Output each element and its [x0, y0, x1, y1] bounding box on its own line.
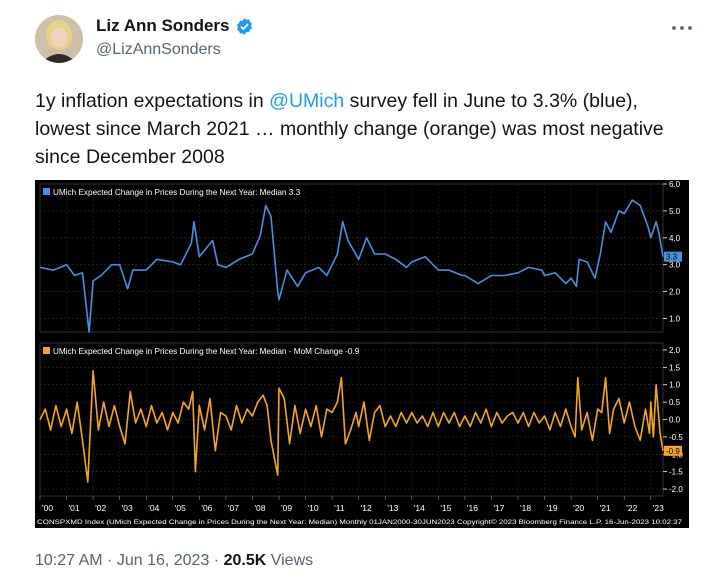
- y-tick-label: 4.0: [669, 234, 681, 243]
- y-tick-label: 0.0: [669, 416, 681, 425]
- legend-label-orange: UMich Expected Change in Prices During t…: [53, 347, 360, 356]
- last-value-badge-blue: [664, 251, 682, 262]
- x-tick-label: '07: [228, 503, 239, 513]
- y-tick-label: 5.0: [669, 207, 681, 216]
- legend-swatch-orange: [43, 347, 50, 354]
- x-tick-label: '14: [414, 503, 425, 513]
- x-tick-label: '09: [281, 503, 292, 513]
- last-value-badge-orange: [664, 445, 682, 456]
- avatar[interactable]: [35, 15, 83, 63]
- chart-image[interactable]: 6.0 5.0 4.0 3.0 2.0 1.0 UMich Expected Change …: [35, 180, 689, 528]
- tweet-date[interactable]: Jun 16, 2023: [116, 552, 210, 569]
- x-tick-label: '01: [69, 503, 80, 513]
- x-tick-label: '02: [95, 503, 106, 513]
- y-tick-label: -2.0: [669, 485, 683, 494]
- chart-footer-text: CONSPXMD Index (UMich Expected Change in…: [37, 518, 682, 526]
- x-tick-label: '10: [308, 503, 319, 513]
- meta-separator: ·: [209, 552, 224, 569]
- x-tick-label: '18: [520, 503, 531, 513]
- x-tick-label: '23: [653, 503, 664, 513]
- y-tick-label: 1.0: [669, 315, 681, 324]
- x-tick-label: '21: [600, 503, 611, 513]
- avatar-image: [35, 15, 83, 63]
- chart: 6.0 5.0 4.0 3.0 2.0 1.0 UMich Expected Change …: [37, 180, 683, 526]
- y-tick-label: 6.0: [669, 180, 681, 189]
- meta-separator: ·: [102, 552, 117, 569]
- plot-frame: [39, 183, 664, 333]
- x-tick-label: '05: [175, 503, 186, 513]
- last-value-label-blue: 3.3: [666, 253, 678, 262]
- x-tick-label: '03: [122, 503, 133, 513]
- x-tick-label: '16: [467, 503, 478, 513]
- mention-link[interactable]: @UMich: [269, 90, 345, 112]
- verified-badge-icon: [236, 17, 252, 35]
- tweet-text-part: 1y inflation expectations in: [35, 90, 270, 112]
- x-tick-label: '19: [547, 503, 558, 513]
- legend-label-blue: UMich Expected Change in Prices During t…: [53, 188, 301, 197]
- y-tick-label: 2.0: [669, 346, 681, 355]
- y-tick-label: -1.5: [669, 468, 683, 477]
- y-tick-label: 3.0: [669, 261, 681, 270]
- x-tick-label: '11: [334, 503, 345, 513]
- more-horizontal-icon[interactable]: [670, 22, 694, 34]
- x-tick-label: '17: [493, 503, 504, 513]
- author-block: Liz Ann Sonders @LizAnnSonders: [96, 16, 254, 59]
- x-tick-label: '20: [573, 503, 584, 513]
- x-tick-label: '06: [201, 503, 212, 513]
- tweet-text: 1y inflation expectations in @UMich surv…: [35, 87, 695, 171]
- x-tick-label: '12: [361, 503, 372, 513]
- views-count: 20.5K: [223, 552, 267, 569]
- x-tick-label: '08: [254, 503, 265, 513]
- y-tick-label: 2.0: [669, 288, 681, 297]
- y-tick-label: 1.5: [669, 363, 681, 372]
- y-tick-label: 1.0: [669, 381, 681, 390]
- x-tick-label: '15: [440, 503, 451, 513]
- tweet-time[interactable]: 10:27 AM: [35, 552, 103, 569]
- views-label: Views: [266, 552, 314, 569]
- tweet-meta: 10:27 AM · Jun 16, 2023 · 20.5K Views: [35, 552, 313, 570]
- x-tick-label: '04: [148, 503, 159, 513]
- series-line-orange: [39, 370, 664, 483]
- author-name[interactable]: Liz Ann Sonders: [96, 16, 230, 35]
- y-tick-label: 0.5: [669, 398, 681, 407]
- x-tick-label: '00: [42, 503, 53, 513]
- y-tick-label: -0.5: [669, 433, 683, 442]
- x-tick-label: '13: [387, 503, 398, 513]
- legend-swatch-blue: [43, 188, 50, 195]
- tweet-text-part: survey fell in June to 3.3% (blue), lowe…: [35, 90, 664, 168]
- series-line-blue: [39, 199, 664, 333]
- last-value-label-orange: -0.9: [666, 447, 680, 456]
- x-tick-label: '22: [626, 503, 637, 513]
- author-handle[interactable]: @LizAnnSonders: [96, 41, 221, 58]
